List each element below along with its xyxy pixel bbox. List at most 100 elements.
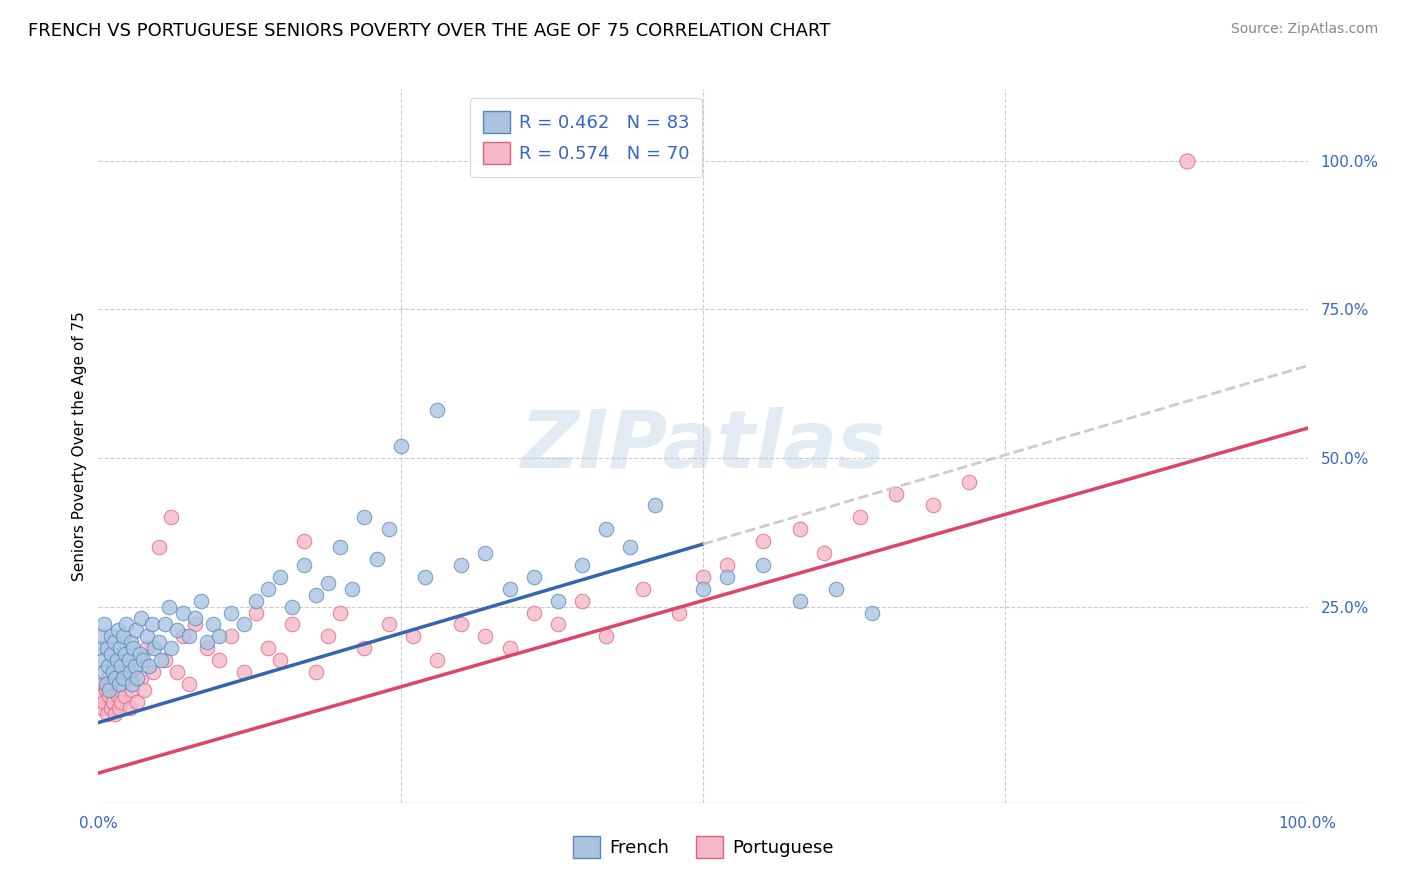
- Point: [450, 558, 472, 572]
- Point: [366, 552, 388, 566]
- Point: [118, 665, 141, 679]
- Point: [138, 659, 160, 673]
- Point: [692, 570, 714, 584]
- Point: [353, 510, 375, 524]
- Point: [329, 606, 352, 620]
- Point: [108, 671, 131, 685]
- Point: [342, 582, 364, 596]
- Point: [129, 671, 152, 685]
- Point: [103, 635, 125, 649]
- Point: [91, 677, 114, 691]
- Point: [886, 486, 908, 500]
- Point: [105, 653, 128, 667]
- Point: [166, 665, 188, 679]
- Point: [125, 624, 148, 638]
- Point: [789, 593, 811, 607]
- Point: [208, 653, 231, 667]
- Point: [148, 635, 170, 649]
- Point: [329, 540, 352, 554]
- Point: [90, 689, 112, 703]
- Point: [90, 641, 112, 656]
- Point: [921, 499, 943, 513]
- Point: [256, 641, 278, 656]
- Point: [121, 682, 143, 697]
- Point: [281, 617, 304, 632]
- Point: [104, 706, 127, 721]
- Point: [644, 499, 666, 513]
- Point: [104, 671, 127, 685]
- Point: [389, 439, 412, 453]
- Point: [172, 629, 194, 643]
- Point: [127, 671, 149, 685]
- Point: [117, 665, 139, 679]
- Point: [134, 682, 156, 697]
- Point: [292, 534, 315, 549]
- Point: [957, 475, 980, 489]
- Point: [108, 641, 131, 656]
- Point: [692, 582, 714, 596]
- Point: [148, 540, 170, 554]
- Point: [377, 617, 399, 632]
- Point: [245, 606, 267, 620]
- Point: [114, 689, 136, 703]
- Point: [100, 647, 122, 661]
- Point: [377, 522, 399, 536]
- Point: [98, 682, 121, 697]
- Point: [129, 611, 152, 625]
- Point: [111, 671, 134, 685]
- Point: [232, 617, 254, 632]
- Point: [202, 617, 225, 632]
- Point: [110, 659, 132, 673]
- Point: [128, 647, 150, 661]
- Point: [124, 659, 146, 673]
- Point: [101, 665, 124, 679]
- Point: [127, 695, 149, 709]
- Point: [118, 700, 141, 714]
- Point: [353, 641, 375, 656]
- Point: [94, 682, 117, 697]
- Point: [523, 570, 546, 584]
- Point: [292, 558, 315, 572]
- Point: [91, 629, 114, 643]
- Point: [108, 677, 131, 691]
- Point: [426, 403, 449, 417]
- Point: [97, 671, 120, 685]
- Point: [849, 510, 872, 524]
- Point: [179, 677, 201, 691]
- Point: [96, 641, 118, 656]
- Point: [118, 653, 141, 667]
- Point: [221, 606, 243, 620]
- Text: Source: ZipAtlas.com: Source: ZipAtlas.com: [1230, 22, 1378, 37]
- Point: [547, 593, 569, 607]
- Point: [91, 653, 114, 667]
- Point: [595, 522, 617, 536]
- Point: [571, 593, 593, 607]
- Point: [93, 695, 115, 709]
- Point: [150, 653, 173, 667]
- Point: [1175, 153, 1198, 168]
- Point: [825, 582, 848, 596]
- Point: [631, 582, 654, 596]
- Point: [232, 665, 254, 679]
- Point: [153, 653, 176, 667]
- Point: [160, 510, 183, 524]
- Point: [450, 617, 472, 632]
- Point: [426, 653, 449, 667]
- Point: [111, 629, 134, 643]
- Point: [179, 629, 201, 643]
- Point: [143, 641, 166, 656]
- Point: [498, 582, 520, 596]
- Point: [93, 665, 115, 679]
- Point: [160, 641, 183, 656]
- Point: [115, 617, 138, 632]
- Point: [269, 653, 291, 667]
- Point: [141, 617, 163, 632]
- Point: [132, 653, 155, 667]
- Point: [108, 700, 131, 714]
- Point: [105, 665, 128, 679]
- Point: [135, 629, 157, 643]
- Point: [172, 606, 194, 620]
- Point: [402, 629, 425, 643]
- Point: [245, 593, 267, 607]
- Point: [101, 695, 124, 709]
